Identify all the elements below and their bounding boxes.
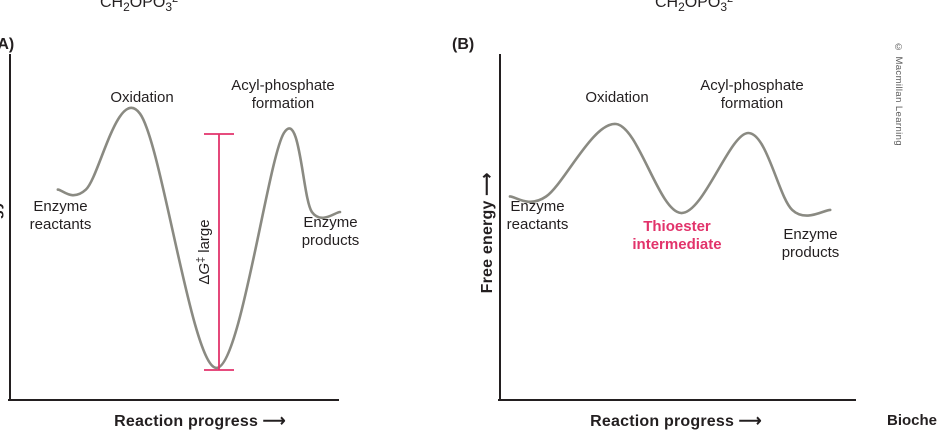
formula-b-sub1: 2 (678, 0, 685, 14)
panel-a-tag: (A) (0, 36, 15, 53)
formula-b-sup: 2− (727, 0, 740, 5)
formula-a-text2: OPO (129, 0, 166, 11)
formula-a-text: CH (100, 0, 124, 11)
delta-g-dagger: ‡ (195, 256, 207, 263)
formula-a-sup: 2− (172, 0, 185, 5)
panel-b-y-axis-label: Free energy ⟶ (479, 172, 496, 294)
panel-b-acyl-label: Acyl-phosphate formation (700, 77, 804, 113)
delta-g-delta: Δ (196, 274, 213, 285)
macmillan-credit: © Macmillan Learning (893, 42, 904, 147)
panel-a-x-axis-label: Reaction progress ⟶ (114, 413, 286, 430)
panel-a-products-label: Enzyme products (301, 214, 360, 250)
panel-a-acyl-label: Acyl-phosphate formation (231, 77, 335, 113)
caption-fragment: Bioche (887, 412, 938, 429)
formula-a-sub1: 2 (123, 0, 130, 14)
formula-b-text: CH (655, 0, 679, 11)
panel-b-reactants-label: Enzyme reactants (506, 198, 569, 234)
panel-b-oxidation-label: Oxidation (585, 89, 649, 106)
panel-a-energy-curve (56, 106, 342, 370)
panel-a-reactants-label: Enzyme reactants (29, 198, 92, 234)
delta-g-rest: large (196, 219, 213, 253)
panel-b-thioester-label: Thioester intermediate (632, 218, 722, 254)
panel-a-y-axis-label: Free energy ⟶ (0, 173, 4, 294)
formula-b-text2: OPO (684, 0, 721, 11)
formula-a: CH2OPO32− (100, 0, 185, 14)
delta-g-g: G (196, 262, 213, 275)
formula-a-sub2: 3 (165, 0, 173, 14)
delta-g-label: ΔG‡ large (195, 192, 213, 312)
panel-b-energy-curve (508, 122, 832, 217)
panel-b-products-label: Enzyme products (781, 226, 840, 262)
panel-b-tag: (B) (452, 36, 475, 53)
formula-b-sub2: 3 (720, 0, 728, 14)
formula-b: CH2OPO32− (655, 0, 740, 14)
panel-b-x-axis-label: Reaction progress ⟶ (590, 413, 762, 430)
panel-a-oxidation-label: Oxidation (110, 89, 174, 106)
